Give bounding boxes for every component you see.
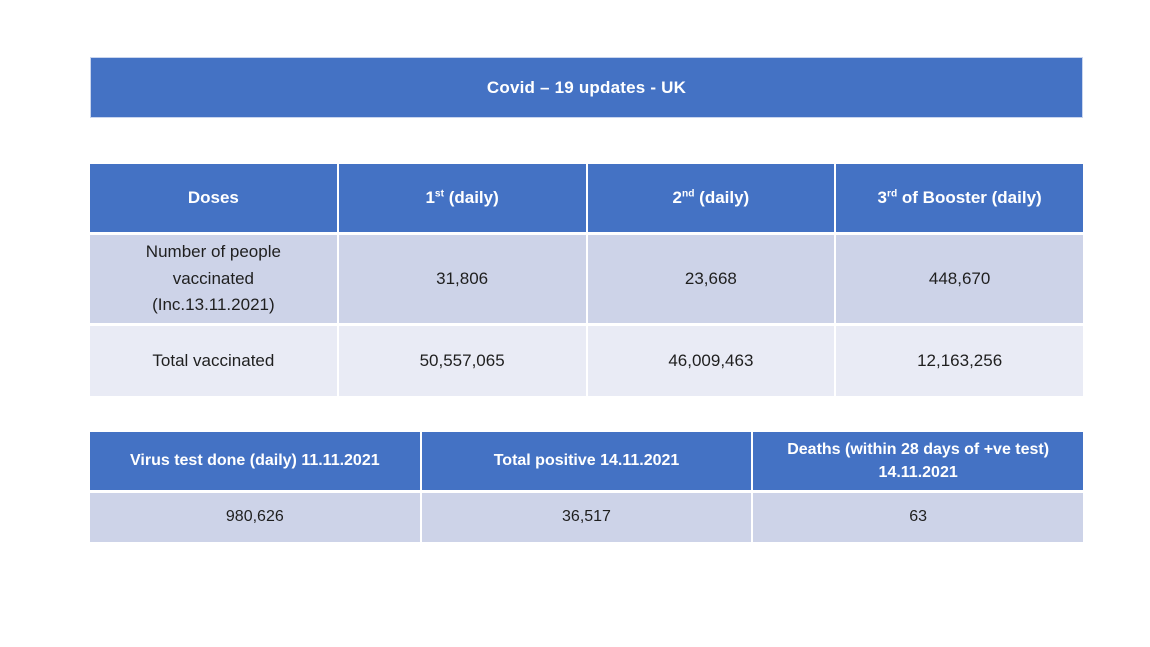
summary-header-positive: Total positive 14.11.2021 bbox=[421, 432, 752, 490]
slide-title: Covid – 19 updates - UK bbox=[486, 77, 687, 97]
vax-value-daily-2nd: 23,668 bbox=[587, 235, 835, 323]
vax-row-label-daily: Number of people vaccinated (Inc.13.11.2… bbox=[90, 235, 337, 323]
vax-header-2nd-daily: 2nd (daily) bbox=[587, 164, 835, 232]
summary-value-positive: 36,517 bbox=[421, 493, 752, 542]
vax-row-label-total: Total vaccinated bbox=[90, 326, 337, 396]
vax-value-daily-1st: 31,806 bbox=[338, 235, 586, 323]
vax-value-daily-3rd: 448,670 bbox=[836, 235, 1083, 323]
slide-title-bar: Covid – 19 updates - UK bbox=[90, 57, 1083, 118]
vax-header-1st-daily: 1st (daily) bbox=[338, 164, 586, 232]
summary-table: Virus test done (daily) 11.11.2021 Total… bbox=[90, 432, 1083, 542]
summary-value-tests: 980,626 bbox=[90, 493, 420, 542]
vax-header-3rd-booster-daily: 3rd of Booster (daily) bbox=[836, 164, 1083, 232]
vax-value-total-1st: 50,557,065 bbox=[338, 326, 586, 396]
summary-header-deaths: Deaths (within 28 days of +ve test) 14.1… bbox=[753, 432, 1083, 490]
summary-value-deaths: 63 bbox=[753, 493, 1083, 542]
vax-header-doses: Doses bbox=[90, 164, 337, 232]
vax-value-total-2nd: 46,009,463 bbox=[587, 326, 835, 396]
summary-header-tests: Virus test done (daily) 11.11.2021 bbox=[90, 432, 420, 490]
vax-value-total-3rd: 12,163,256 bbox=[836, 326, 1083, 396]
vaccination-table: Doses 1st (daily) 2nd (daily) 3rd of Boo… bbox=[90, 164, 1083, 396]
